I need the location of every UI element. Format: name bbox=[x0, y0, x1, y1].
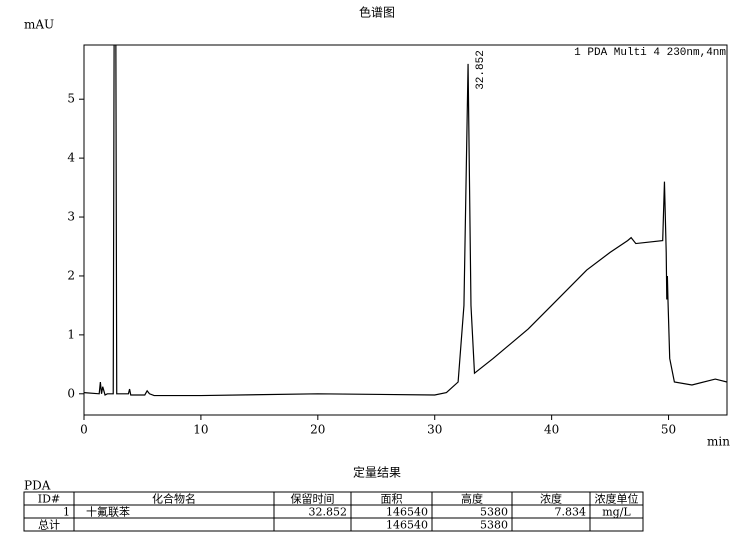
x-tick-label: 30 bbox=[427, 423, 442, 437]
table-header: ID# bbox=[38, 493, 60, 506]
table-header: 面积 bbox=[381, 493, 403, 506]
table-header: 高度 bbox=[461, 492, 483, 506]
peak-label: 32.852 bbox=[475, 50, 487, 90]
table-header: 保留时间 bbox=[291, 492, 335, 506]
chart-title: 色谱图 bbox=[359, 6, 395, 20]
table-cell: 7.834 bbox=[555, 506, 587, 519]
y-tick-label: 5 bbox=[67, 92, 75, 106]
table-header: 化合物名 bbox=[152, 492, 196, 506]
table-header: 浓度 bbox=[540, 492, 562, 506]
trace bbox=[84, 45, 727, 397]
table-cell: 十氟联苯 bbox=[86, 505, 130, 519]
x-tick-label: 10 bbox=[193, 423, 208, 437]
y-tick-label: 1 bbox=[67, 327, 75, 341]
y-axis-label: mAU bbox=[24, 18, 54, 32]
table-cell: 32.852 bbox=[309, 506, 348, 519]
x-axis-label: min bbox=[707, 435, 730, 449]
detector-label: PDA bbox=[24, 479, 51, 493]
x-tick-label: 50 bbox=[661, 423, 676, 437]
table-cell: mg/L bbox=[602, 506, 631, 519]
y-tick-label: 0 bbox=[67, 386, 75, 400]
table-cell: 5380 bbox=[480, 506, 508, 519]
x-tick-label: 40 bbox=[544, 423, 559, 437]
y-tick-label: 4 bbox=[67, 151, 75, 165]
y-tick-label: 3 bbox=[67, 210, 75, 224]
x-tick-label: 20 bbox=[310, 423, 325, 437]
y-tick-label: 2 bbox=[67, 268, 75, 282]
table-header: 浓度单位 bbox=[595, 492, 639, 506]
table-frame bbox=[23, 491, 644, 532]
table-cell: 146540 bbox=[386, 506, 428, 519]
x-tick-label: 0 bbox=[80, 423, 88, 437]
table-cell: 146540 bbox=[386, 519, 428, 532]
table-cell: 1 bbox=[63, 506, 70, 519]
plot-frame bbox=[83, 44, 728, 416]
table-title: 定量结果 bbox=[353, 465, 401, 480]
table-cell: 5380 bbox=[480, 519, 508, 532]
legend-text: 1 PDA Multi 4 230nm,4nm bbox=[574, 47, 726, 59]
table-cell: 总计 bbox=[38, 518, 60, 532]
